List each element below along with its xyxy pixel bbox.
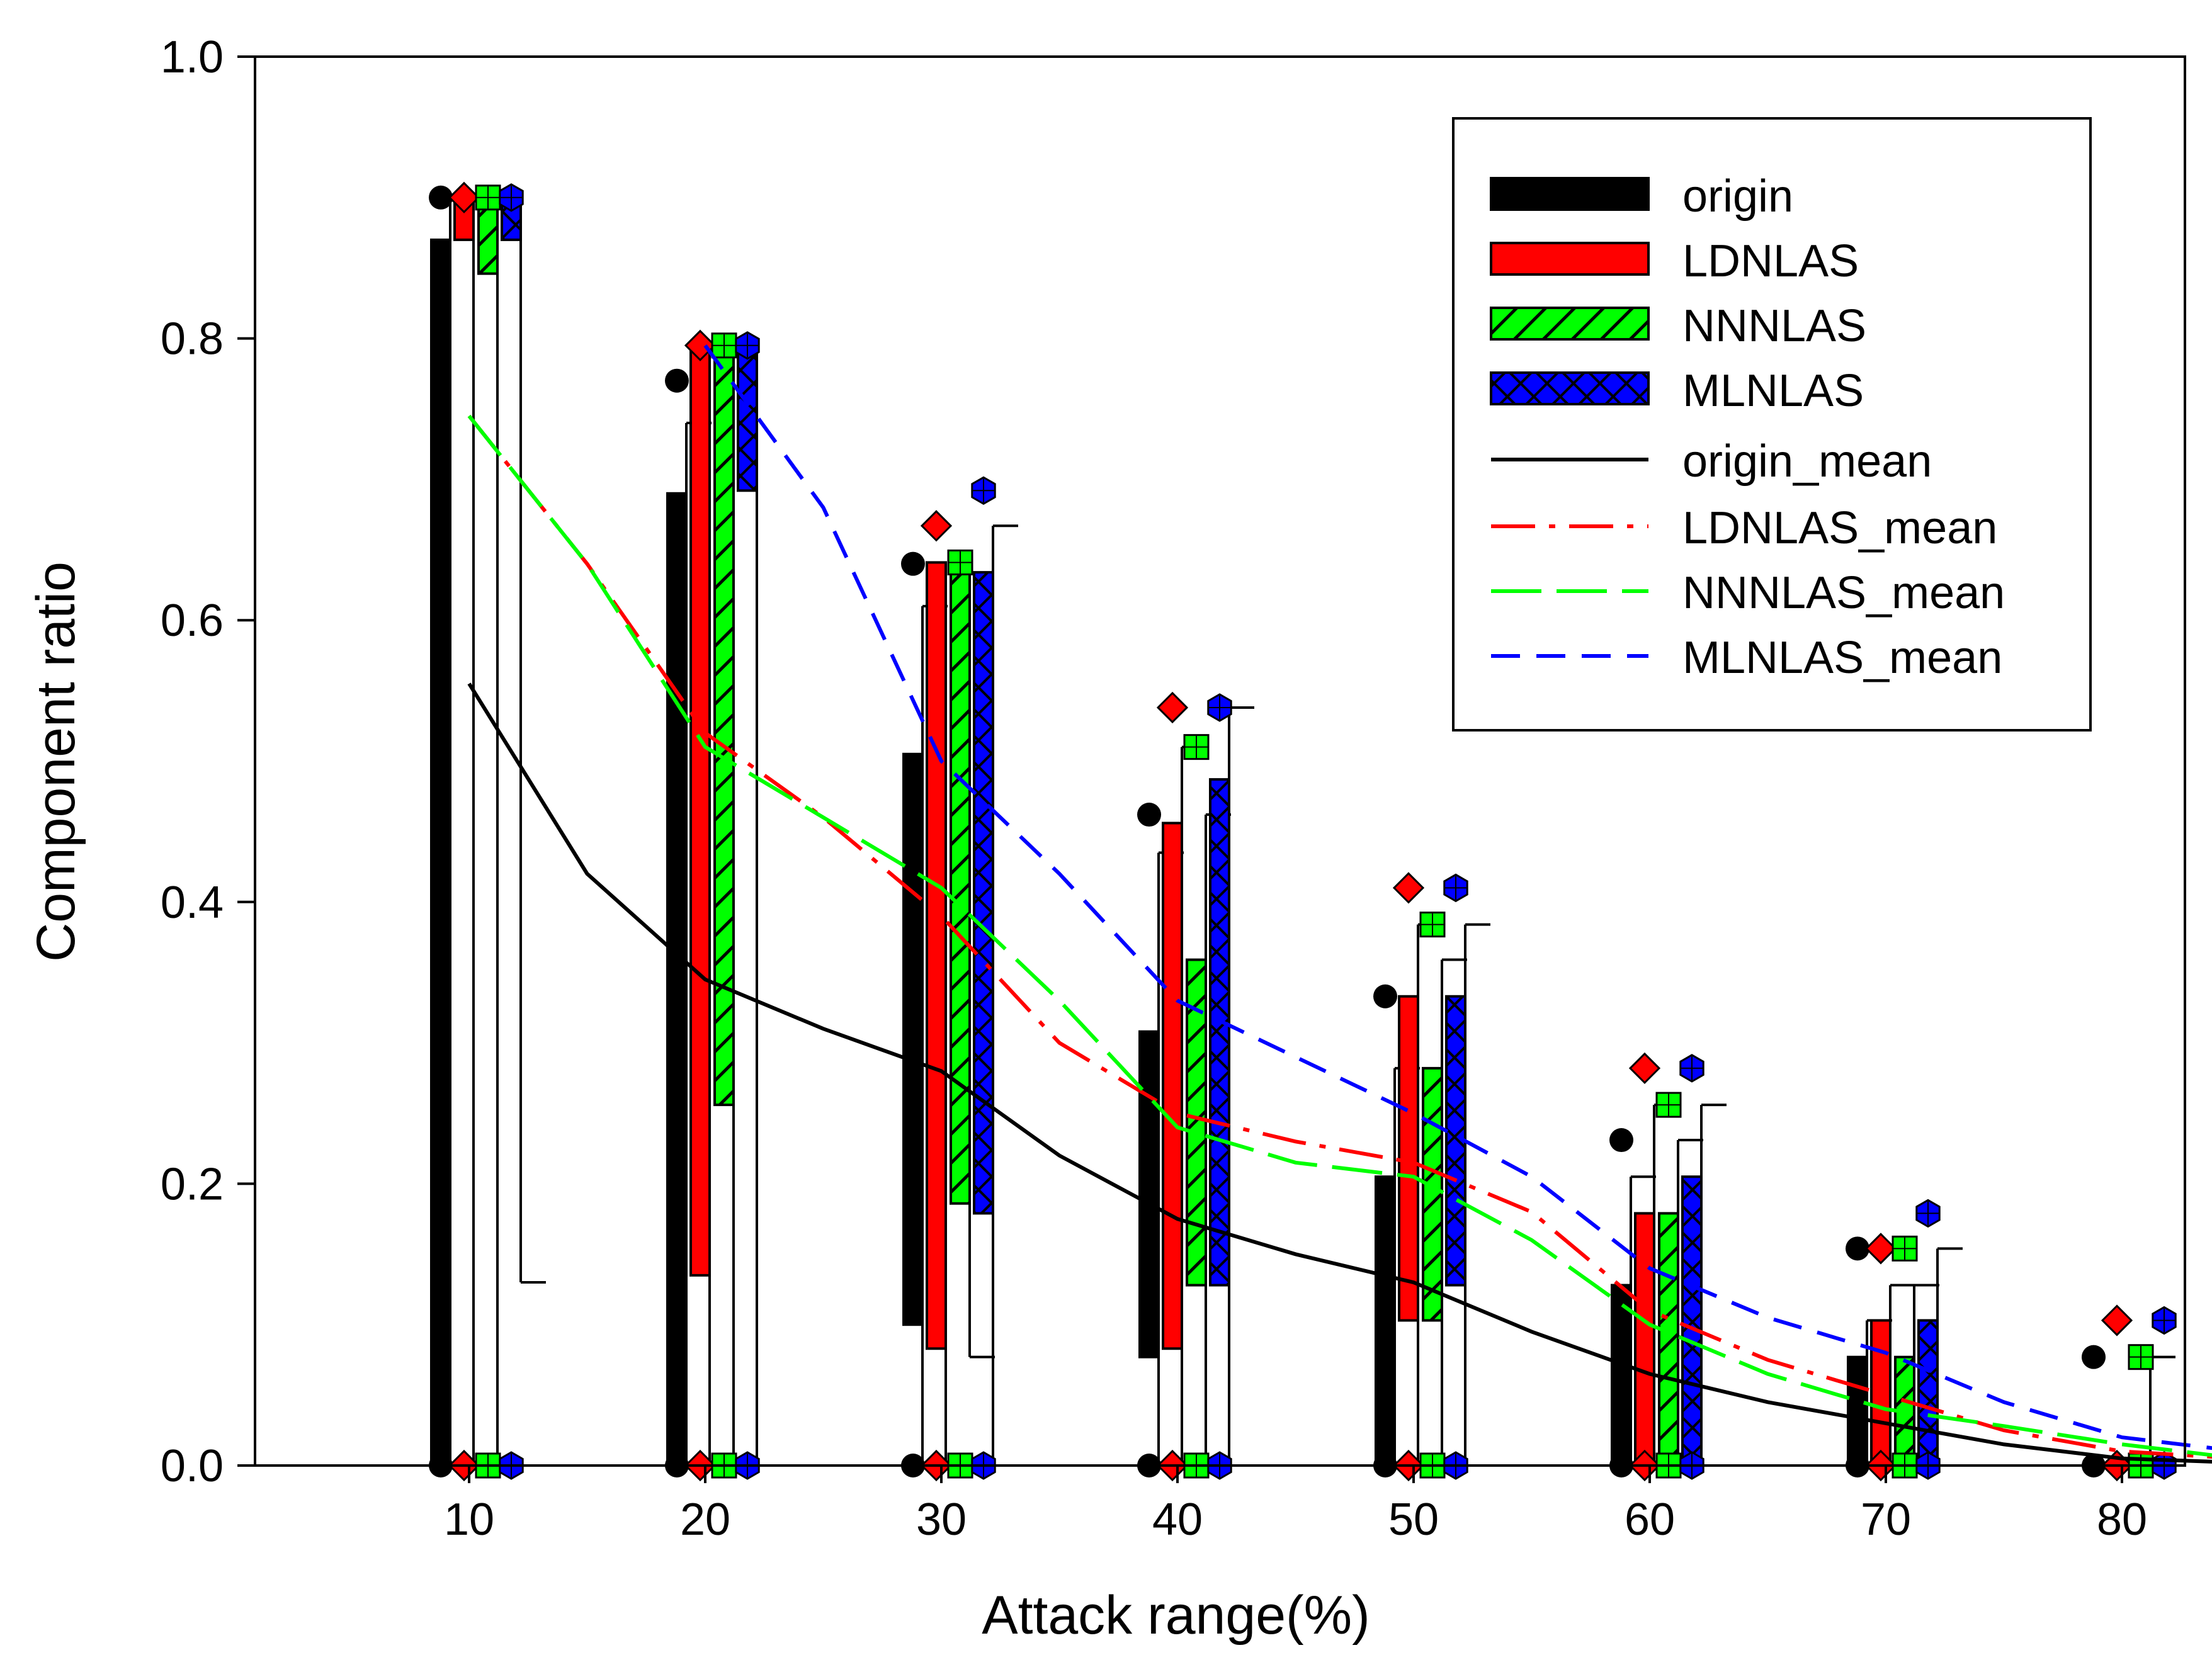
outlier-origin-40-0 [1137,803,1161,827]
box-rect-origin-60 [1611,1284,1632,1467]
legend-swatch-origin [1490,177,1650,211]
box-origin-50 [1373,984,1420,1477]
box-LDNLAS-80 [2101,1304,2133,1482]
x-tick-label-20: 20 [680,1494,730,1545]
x-tick-label-40: 40 [1152,1494,1203,1545]
mean-line-origin_mean [467,682,2212,1464]
box-rect-origin-10 [430,238,451,1467]
x-tick-label-60: 60 [1625,1494,1675,1545]
outlier-origin-20-0 [665,368,689,393]
x-tick-label-70: 70 [1861,1494,1911,1545]
box-MLNLAS-60 [1679,1054,1727,1480]
box-rect-origin-50 [1375,1175,1396,1467]
y-tick-label-0.6: 0.6 [161,596,224,646]
legend-label-origin_mean: origin_mean [1682,436,1932,487]
box-rect-MLNLAS-70 [1917,1319,1939,1467]
mean-line-LDNLAS_mean [467,414,2212,1459]
box-MLNLAS-50 [1443,873,1490,1480]
outlier-origin-60-0 [1609,1128,1633,1153]
box-rect-NNNLAS-40 [1186,958,1207,1287]
box-LDNLAS-20 [684,329,735,1482]
box-rect-LDNLAS-60 [1634,1212,1655,1467]
outlier-LDNLAS-40-0 [1156,691,1189,724]
box-MLNLAS-40 [1207,693,1254,1480]
y-tick-label-0.2: 0.2 [161,1159,224,1209]
box-rect-origin-70 [1847,1355,1868,1467]
outlier-LDNLAS-20-0 [684,329,717,361]
legend-swatch-NNNLAS [1490,307,1650,341]
outlier-LDNLAS-50-0 [1392,872,1425,904]
box-rect-MLNLAS-60 [1681,1175,1703,1467]
outlier-LDNLAS-80-0 [2101,1304,2133,1336]
legend-label-LDNLAS: LDNLAS [1682,236,1859,286]
outlier-origin-80-0 [2082,1345,2106,1369]
box-NNNLAS-60 [1655,1092,1703,1479]
box-LDNLAS-10 [448,181,499,1482]
legend-label-NNNLAS: NNNLAS [1682,301,1866,351]
box-origin-30 [901,551,948,1477]
legend-label-NNNLAS_mean: NNNLAS_mean [1682,568,2005,618]
box-LDNLAS-40 [1156,691,1207,1482]
x-tick-label-10: 10 [444,1494,494,1545]
outlier-LDNLAS-10-0 [448,181,480,213]
box-rect-NNNLAS-30 [950,561,971,1205]
box-origin-40 [1137,803,1184,1477]
box-NNNLAS-10 [475,184,523,1479]
box-rect-origin-40 [1138,1030,1160,1358]
outlier-origin-30-0 [901,551,925,576]
y-tick-label-0.8: 0.8 [161,314,224,364]
legend-box [1452,117,2092,731]
plot-frame [254,55,2186,1467]
legend-label-origin: origin [1682,171,1793,222]
legend-swatch-LDNLAS [1490,242,1650,276]
box-rect-origin-20 [666,492,688,1467]
box-MLNLAS-10 [499,183,546,1480]
outlier-LDNLAS-30-0 [920,510,953,542]
box-rect-LDNLAS-20 [689,344,711,1277]
box-NNNLAS-40 [1183,734,1231,1479]
outlier-origin-10-0 [429,185,453,210]
outlier-origin-70-0 [1846,1236,1869,1261]
x-tick-label-50: 50 [1388,1494,1439,1545]
outlier-LDNLAS-60-0 [1628,1052,1661,1085]
outlier-origin-50-0 [1373,984,1397,1008]
box-origin-10 [429,185,475,1477]
box-rect-LDNLAS-50 [1398,995,1419,1322]
legend-label-MLNLAS: MLNLAS [1682,366,1864,416]
legend-label-MLNLAS_mean: MLNLAS_mean [1682,633,2002,683]
box-rect-LDNLAS-70 [1870,1319,1892,1467]
box-MLNLAS-30 [971,476,1018,1480]
x-tick-label-80: 80 [2097,1494,2147,1545]
box-origin-70 [1846,1236,1892,1477]
box-rect-LDNLAS-30 [926,561,947,1350]
outlier-LDNLAS-70-0 [1864,1233,1897,1265]
y-tick-label-0.0: 0.0 [161,1441,224,1491]
box-rect-MLNLAS-40 [1209,778,1230,1287]
box-rect-origin-30 [902,752,924,1326]
box-rect-LDNLAS-40 [1162,822,1183,1350]
legend-swatch-MLNLAS [1490,371,1650,405]
y-tick-label-0.4: 0.4 [161,878,224,928]
box-rect-MLNLAS-20 [737,344,758,492]
box-rect-NNNLAS-60 [1658,1212,1679,1467]
box-rect-NNNLAS-50 [1422,1066,1443,1322]
mean-line-NNNLAS_mean [467,414,2212,1457]
x-axis-title: Attack range(%) [982,1585,1370,1646]
mean-line-MLNLAS_mean [703,344,2212,1450]
y-axis-title: Component ratio [26,562,86,962]
legend-label-LDNLAS_mean: LDNLAS_mean [1682,503,1997,553]
box-NNNLAS-30 [947,549,995,1479]
box-MLNLAS-20 [735,331,782,1480]
box-rect-MLNLAS-30 [973,571,994,1215]
box-NNNLAS-20 [711,332,759,1479]
x-tick-label-30: 30 [916,1494,967,1545]
y-tick-label-1.0: 1.0 [161,32,224,82]
